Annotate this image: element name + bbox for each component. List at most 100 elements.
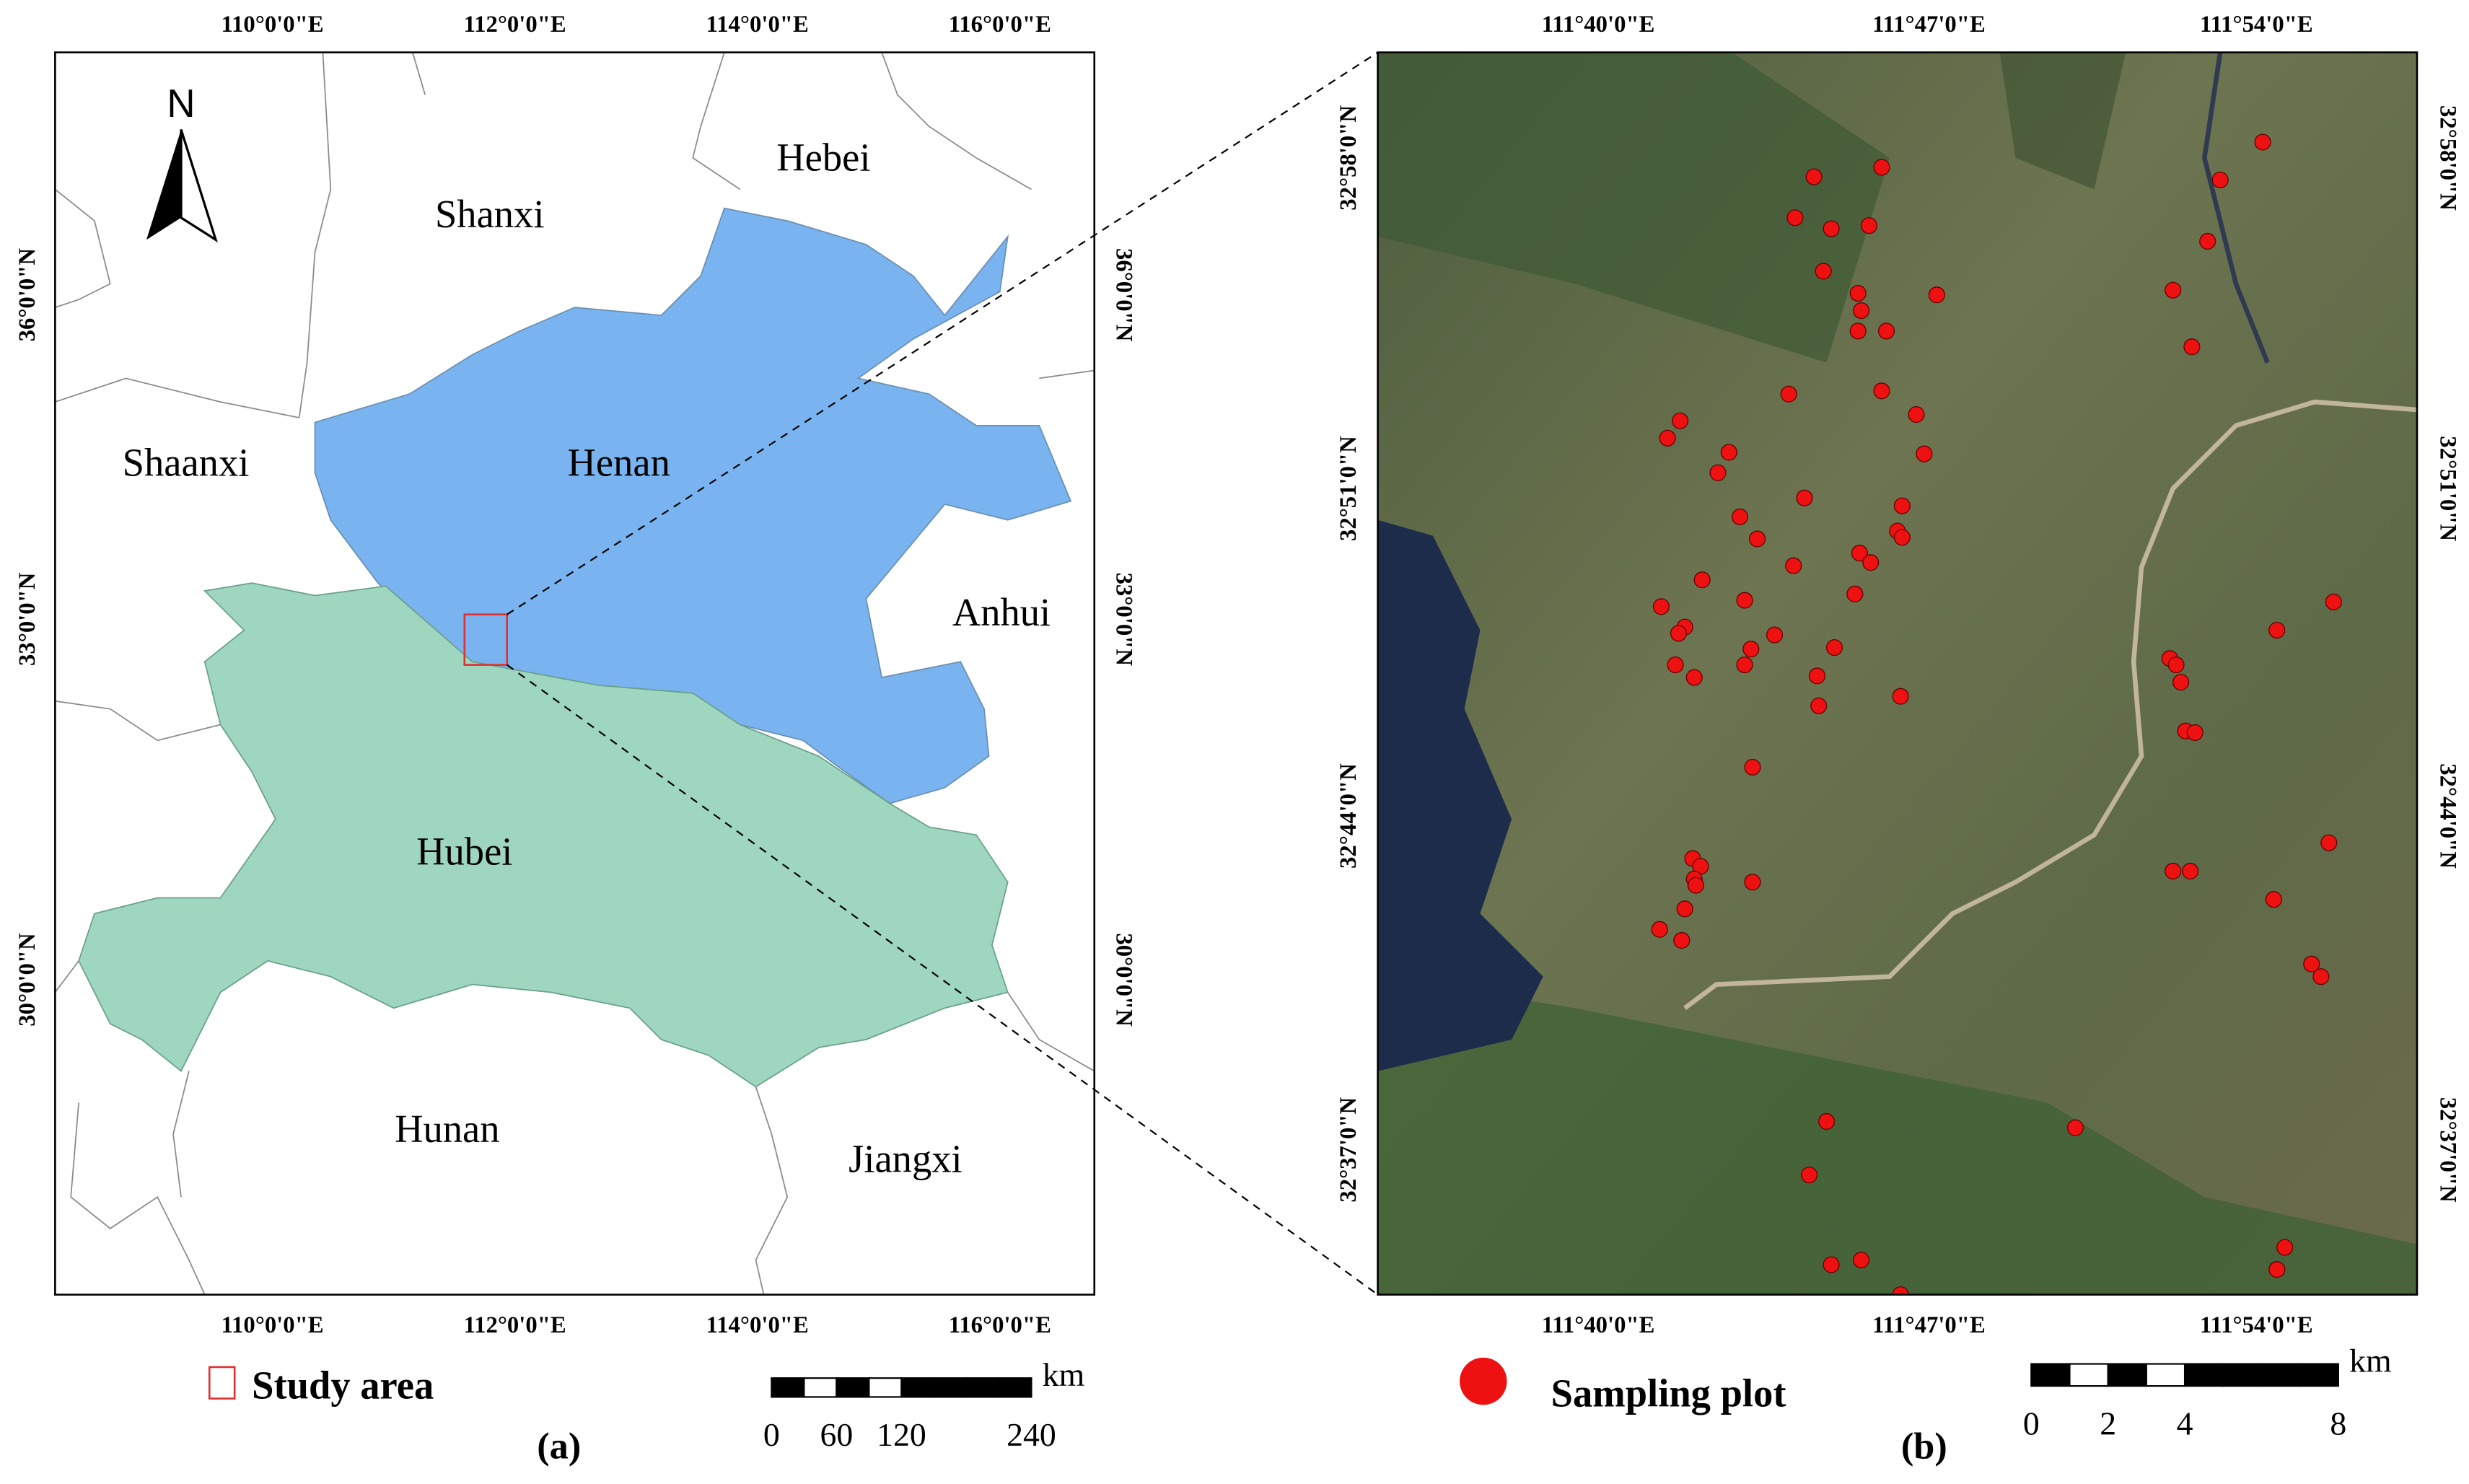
- sampling-plot: [1893, 497, 1911, 514]
- sampling-plot: [1670, 625, 1688, 642]
- left-coord-label: 36°0'0"N: [14, 248, 40, 342]
- sampling-plot: [1808, 667, 1826, 685]
- scale-label: 2: [2100, 1405, 2116, 1442]
- bottom-coord-label: 111°54'0"E: [2200, 1312, 2313, 1338]
- map-a: [55, 52, 1095, 1295]
- sampling-plot: [2199, 232, 2216, 250]
- top-coord-label: 111°47'0"E: [1872, 12, 1986, 38]
- sampling-plot: [1786, 209, 1804, 227]
- sampling-plot: [1805, 168, 1823, 185]
- study-area-box: [463, 613, 509, 666]
- right-coord-label: 33°0'0"N: [1110, 573, 1136, 667]
- sampling-plot: [2186, 724, 2203, 741]
- bottom-coord-label: 110°0'0"E: [221, 1312, 323, 1338]
- sampling-plot: [1652, 598, 1670, 615]
- scale-segment: [836, 1377, 870, 1398]
- top-coord-label: 114°0'0"E: [706, 12, 809, 38]
- scale-segment: [2183, 1363, 2224, 1387]
- scale-segment: [803, 1377, 838, 1398]
- sampling-plot: [2312, 968, 2330, 985]
- sampling-plot: [2066, 1119, 2084, 1136]
- caption: (b): [1901, 1425, 1947, 1467]
- sampling-plot: [1818, 1112, 1836, 1130]
- scale-label: 60: [820, 1416, 853, 1453]
- sampling-plot: [1877, 322, 1895, 340]
- scale-segment: [965, 1377, 1000, 1398]
- north-label: N: [167, 82, 195, 126]
- right-coord-label: 32°37'0"N: [2435, 1097, 2461, 1203]
- sampling-plot: [1796, 489, 1813, 506]
- connector-line: [506, 51, 1379, 615]
- scale-unit: km: [1043, 1356, 1085, 1393]
- right-coord-label: 32°58'0"N: [2435, 105, 2461, 211]
- sampling-plot: [1928, 286, 1945, 304]
- sampling-plot: [1801, 1167, 1818, 1184]
- province-label: Hebei: [776, 135, 870, 179]
- scale-segment: [933, 1377, 968, 1398]
- left-coord-label: 30°0'0"N: [14, 933, 40, 1027]
- frame-b: [1377, 51, 2418, 1296]
- north-arrow: [146, 129, 218, 243]
- province-label: Hunan: [395, 1107, 499, 1151]
- sampling-plot: [1748, 530, 1766, 548]
- scale-segment: [2069, 1363, 2109, 1387]
- left-coord-label: 32°58'0"N: [1336, 105, 1361, 211]
- scale-segment: [868, 1377, 903, 1398]
- sampling-plot: [1893, 529, 1911, 546]
- sampling-plot: [1810, 697, 1828, 714]
- sampling-plot: [1823, 1256, 1840, 1273]
- left-coord-label: 33°0'0"N: [14, 572, 40, 666]
- sampling-plot: [1736, 592, 1753, 609]
- right-coord-label: 30°0'0"N: [1110, 933, 1136, 1027]
- province-label: Shaanxi: [123, 441, 250, 485]
- sampling-plot: [2268, 1261, 2286, 1278]
- scale-label: 0: [2023, 1405, 2040, 1442]
- province-label: Anhui: [952, 590, 1051, 634]
- left-coord-label: 32°37'0"N: [1336, 1097, 1361, 1202]
- scale-label: 120: [877, 1416, 926, 1453]
- satellite-image: [1377, 52, 2417, 1295]
- scale-label: 8: [2330, 1405, 2346, 1442]
- scale-segment: [771, 1377, 805, 1398]
- sampling-plot: [1744, 758, 1761, 776]
- caption: (a): [537, 1425, 581, 1467]
- sampling-plot: [1873, 382, 1890, 400]
- sampling-plot: [1892, 688, 1909, 705]
- bottom-coord-label: 111°40'0"E: [1542, 1312, 1655, 1338]
- scale-segment: [2145, 1363, 2186, 1387]
- scale-segment: [900, 1377, 935, 1398]
- sampling-plot: [1676, 900, 1693, 918]
- top-coord-label: 111°54'0"E: [2200, 12, 2313, 38]
- top-coord-label: 112°0'0"E: [464, 12, 566, 38]
- scale-label: 4: [2177, 1405, 2193, 1442]
- sampling-plot: [1849, 284, 1867, 302]
- sampling-plot: [1731, 508, 1749, 525]
- province-label: Henan: [567, 441, 670, 485]
- legend-label: Study area: [252, 1364, 434, 1408]
- connector-line: [506, 664, 1379, 1296]
- scale-label: 240: [1007, 1416, 1056, 1453]
- sampling-plot: [1736, 656, 1753, 674]
- hubei-region: [78, 582, 1009, 1088]
- sampling-plot: [1785, 557, 1802, 574]
- left-coord-label: 32°44'0"N: [1336, 763, 1361, 869]
- scale-label: 0: [763, 1416, 780, 1453]
- sampling-plot: [1851, 545, 1868, 562]
- right-coord-label: 32°51'0"N: [2435, 436, 2461, 541]
- scale-segment: [2107, 1363, 2147, 1387]
- scale-segment: [2222, 1363, 2263, 1387]
- sampling-plot: [1780, 385, 1797, 403]
- sampling-plot: [1742, 641, 1760, 658]
- sampling-plot: [1687, 877, 1705, 894]
- sampling-plot: [1667, 656, 1684, 674]
- province-label: Shanxi: [435, 192, 545, 236]
- sampling-plot: [1860, 217, 1878, 234]
- sampling-plot: [2320, 834, 2338, 851]
- top-coord-label: 116°0'0"E: [949, 12, 1051, 38]
- top-coord-label: 111°40'0"E: [1542, 12, 1655, 38]
- left-coord-label: 32°51'0"N: [1336, 436, 1361, 541]
- sampling-plot: [1853, 302, 1870, 320]
- sampling-plot: [1693, 571, 1711, 589]
